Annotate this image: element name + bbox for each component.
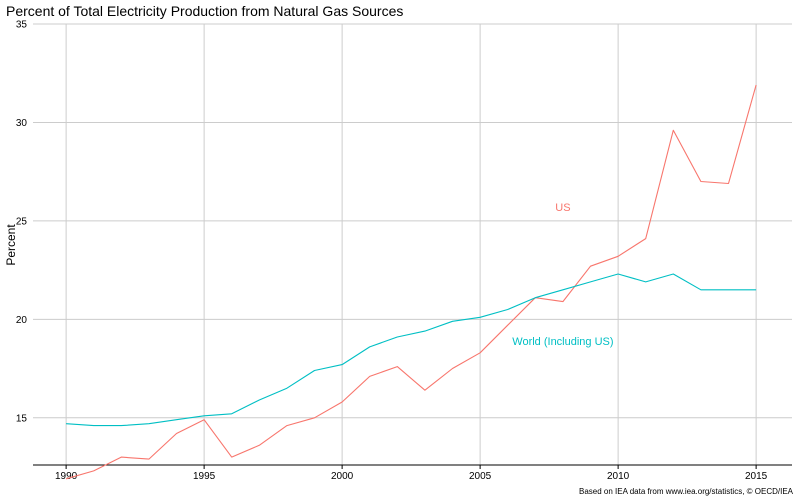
series-label-world: World (Including US) xyxy=(512,336,613,348)
y-tick-label: 25 xyxy=(16,216,28,227)
series-labels: US World (Including US) xyxy=(512,202,613,348)
x-tick-label: 2015 xyxy=(745,471,768,482)
x-tick-label: 1995 xyxy=(193,471,216,482)
y-tick-label: 35 xyxy=(16,20,28,31)
y-tick-label: 30 xyxy=(16,118,28,129)
grid-lines xyxy=(33,23,792,465)
series-lines xyxy=(65,84,757,480)
source-caption: Based on IEA data from www.iea.org/stati… xyxy=(579,487,793,496)
series-label-us: US xyxy=(555,202,570,214)
y-tick-label: 20 xyxy=(16,315,28,326)
x-axis: 1990 1995 2000 2005 2010 2015 xyxy=(55,465,768,482)
series-line-world xyxy=(66,273,757,427)
y-tick-label: 15 xyxy=(16,413,28,424)
y-axis: 15 20 25 30 35 xyxy=(16,20,28,425)
x-tick-label: 2005 xyxy=(469,471,492,482)
chart-title: Percent of Total Electricity Production … xyxy=(6,3,404,19)
x-tick-label: 2000 xyxy=(331,471,354,482)
x-tick-label: 2010 xyxy=(607,471,630,482)
x-tick-label: 1990 xyxy=(55,471,78,482)
series-line-us xyxy=(65,84,757,480)
y-axis-title: Percent xyxy=(4,224,18,266)
